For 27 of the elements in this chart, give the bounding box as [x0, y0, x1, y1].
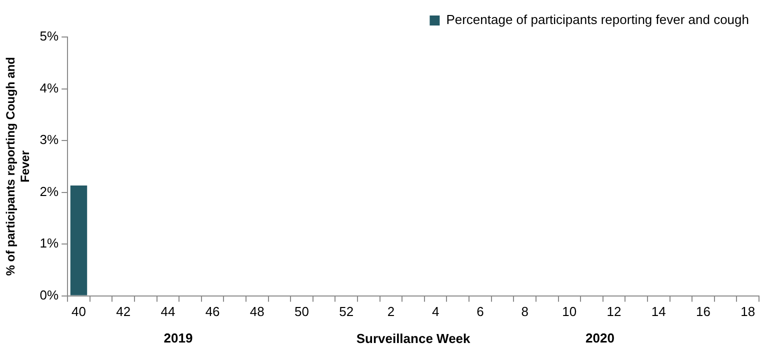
- x-tick-label: 10: [562, 304, 577, 320]
- x-tick-label: 46: [205, 304, 220, 320]
- x-tick-label: 42: [116, 304, 131, 320]
- x-axis-title: Surveillance Week: [356, 330, 472, 346]
- text: 2020: [586, 330, 614, 346]
- x-tick-label: 50: [294, 304, 310, 320]
- y-tick-label: 4%: [40, 80, 60, 96]
- x-tick-label: 2: [387, 304, 395, 320]
- x-tick-label: 6: [476, 304, 484, 320]
- x-tick-label: 16: [696, 304, 710, 320]
- x-tick-label: 4: [432, 304, 440, 320]
- x-tick-label: 8: [521, 304, 528, 320]
- x-tick-label: 14: [651, 304, 666, 320]
- x-tick-label: 44: [160, 304, 176, 320]
- x-tick-label: 40: [72, 304, 86, 320]
- y-tick-label: 0%: [40, 287, 60, 302]
- y-tick-label: 5%: [40, 28, 60, 44]
- x-tick-label: 12: [606, 304, 622, 320]
- x-tick-label: 18: [740, 304, 756, 320]
- y-tick-label: 3%: [40, 132, 60, 148]
- x-tick-label: 52: [339, 304, 354, 320]
- text: 2019: [164, 330, 193, 346]
- y-tick-label: 1%: [40, 236, 60, 251]
- x-tick-label: 48: [250, 304, 264, 320]
- y-tick-label: 2%: [40, 184, 60, 199]
- y-axis-title: % of participants reporting Cough and Fever: [4, 57, 32, 276]
- legend-label: Percentage of participants reporting fever and cough: [446, 12, 750, 28]
